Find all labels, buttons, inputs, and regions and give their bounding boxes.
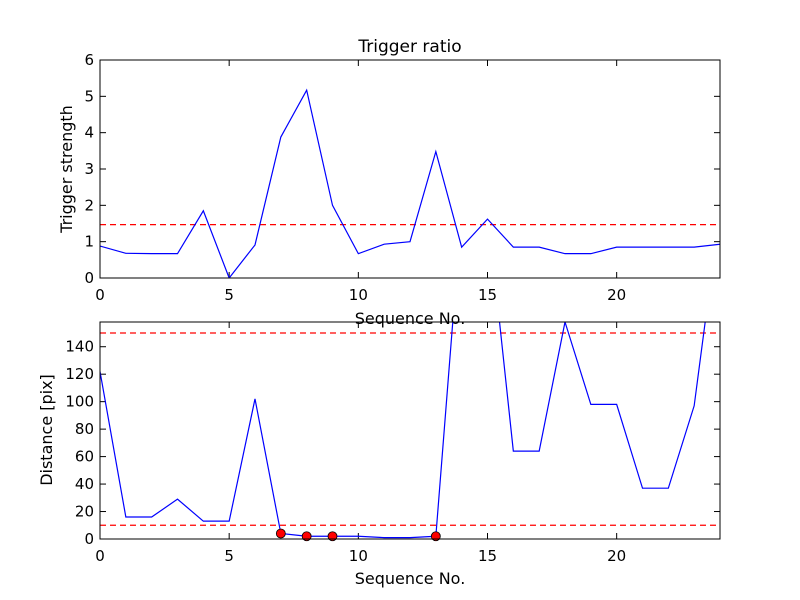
bottom-x-tick-label: 5 [224,547,234,565]
distance-line [100,209,720,537]
top-x-tick-label: 5 [224,286,234,304]
top-y-tick-label: 6 [84,51,94,69]
top-axes-frame [100,60,720,278]
bottom-x-tick-label: 15 [478,547,497,565]
top-y-tick-label: 3 [84,160,94,178]
bottom-x-tick-label: 0 [95,547,105,565]
chart-title: Trigger ratio [357,37,461,57]
top-ticks: 0 5 10 15 20 0 1 2 3 4 5 6 [84,51,720,304]
bottom-y-tick-label: 40 [75,475,94,493]
bottom-x-axis-label: Sequence No. [355,569,466,588]
top-y-tick-label: 2 [84,196,94,214]
bottom-axes-frame [100,322,720,539]
distance-marker [276,529,285,538]
top-x-tick-label: 20 [607,286,626,304]
bottom-ticks: 0 5 10 15 20 0 20 40 60 80 100 120 140 [65,322,720,565]
bottom-y-tick-label: 140 [65,338,94,356]
bottom-y-tick-label: 120 [65,365,94,383]
top-y-tick-label: 0 [84,269,94,287]
bottom-y-tick-label: 20 [75,503,94,521]
top-x-tick-label: 0 [95,286,105,304]
bottom-y-tick-label: 60 [75,448,94,466]
top-x-tick-label: 10 [349,286,368,304]
bottom-x-tick-label: 10 [349,547,368,565]
top-y-tick-label: 4 [84,124,94,142]
bottom-y-axis-label: Distance [pix] [37,374,56,486]
bottom-x-tick-label: 20 [607,547,626,565]
top-x-tick-label: 15 [478,286,497,304]
top-y-tick-label: 1 [84,233,94,251]
top-x-axis-label: Sequence No. [355,309,466,328]
top-y-axis-label: Trigger strength [57,105,76,234]
trigger-strength-line [100,90,720,278]
bottom-y-tick-label: 80 [75,420,94,438]
bottom-y-tick-label: 0 [84,530,94,548]
top-subplot: Trigger ratio 0 5 10 15 20 0 1 2 3 4 5 6 Sequence N… [57,37,720,328]
top-y-tick-label: 5 [84,87,94,105]
bottom-y-tick-label: 100 [65,393,94,411]
